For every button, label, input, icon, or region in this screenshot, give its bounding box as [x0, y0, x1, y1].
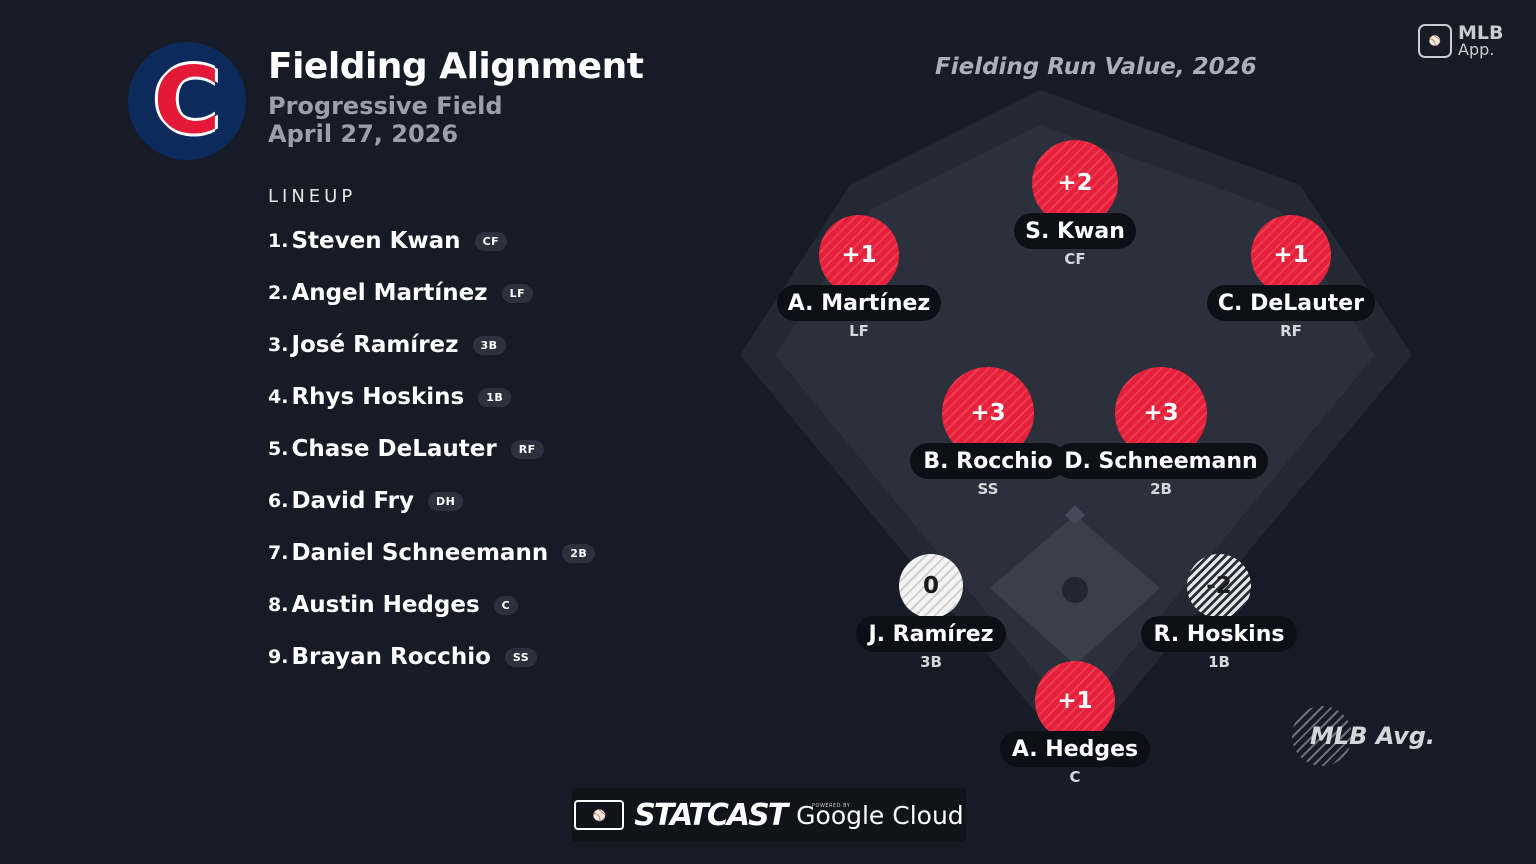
mlb-avg-swatch — [1292, 706, 1352, 766]
mlb-app-badge: ⚾ MLB App. — [1418, 24, 1504, 58]
player-pill-2b[interactable]: D. Schneemann — [1054, 443, 1268, 479]
statcast-wordmark: STATCAST — [634, 797, 788, 833]
player-pill-rf[interactable]: C. DeLauter — [1207, 285, 1375, 321]
mlb-app-line1: MLB — [1458, 22, 1504, 44]
lineup-position-badge: C — [493, 595, 519, 615]
lineup-player-name: Angel Martínez — [291, 280, 488, 306]
player-pill-c[interactable]: A. Hedges — [1000, 731, 1150, 767]
lineup-number: 9. — [268, 646, 289, 668]
lineup-player-name: Steven Kwan — [291, 228, 461, 254]
lineup-number: 6. — [268, 490, 289, 512]
lineup-row: 6. David Fry DH — [268, 486, 464, 516]
player-pill-cf[interactable]: S. Kwan — [1014, 213, 1136, 249]
lineup-row: 5. Chase DeLauter RF — [268, 434, 544, 464]
lineup-player-name: Austin Hedges — [291, 592, 480, 618]
mlb-avg-label: MLB Avg. — [1310, 722, 1436, 750]
lineup-player-name: Daniel Schneemann — [291, 540, 549, 566]
frv-circle-3b: 0 — [899, 554, 963, 618]
lineup-row: 4. Rhys Hoskins 1B — [268, 382, 512, 412]
lineup-row: 1. Steven Kwan CF — [268, 226, 508, 256]
position-label-ss: SS — [977, 480, 999, 498]
google-cloud-wordmark: Google Cloud — [796, 800, 964, 830]
lineup-row: 3. José Ramírez 3B — [268, 330, 506, 360]
player-pill-lf[interactable]: A. Martínez — [777, 285, 941, 321]
second-base — [1065, 505, 1085, 525]
lineup-position-badge: 3B — [472, 335, 506, 355]
frv-circle-1b: -2 — [1187, 554, 1251, 618]
lineup-heading: LINEUP — [268, 186, 357, 207]
lineup-number: 4. — [268, 386, 289, 408]
mlb-logo-icon: ⚾ — [1418, 24, 1452, 58]
lineup-player-name: Chase DeLauter — [291, 436, 497, 462]
lineup-player-name: José Ramírez — [291, 332, 459, 358]
player-pill-1b[interactable]: R. Hoskins — [1141, 616, 1297, 652]
frv-circle-lf: +1 — [819, 215, 899, 295]
page-title: Fielding Alignment — [268, 46, 644, 87]
chart-title: Fielding Run Value, 2026 — [935, 54, 1257, 80]
position-label-rf: RF — [1280, 322, 1302, 340]
frv-circle-c: +1 — [1035, 661, 1115, 741]
statcast-footer: ⚾ STATCAST Google Cloud — [572, 788, 966, 842]
lineup-row: 7. Daniel Schneemann 2B — [268, 538, 596, 568]
lineup-position-badge: DH — [428, 491, 464, 511]
powered-by-label: POWERED BY — [812, 803, 851, 809]
player-pill-3b[interactable]: J. Ramírez — [856, 616, 1006, 652]
position-label-2b: 2B — [1150, 480, 1172, 498]
mlb-logo-icon: ⚾ — [574, 800, 625, 830]
lineup-row: 2. Angel Martínez LF — [268, 278, 534, 308]
lineup-player-name: David Fry — [291, 488, 414, 514]
lineup-number: 1. — [268, 230, 289, 252]
lineup-number: 8. — [268, 594, 289, 616]
lineup-number: 5. — [268, 438, 289, 460]
position-label-cf: CF — [1064, 250, 1086, 268]
lineup-position-badge: CF — [474, 231, 508, 251]
lineup-number: 2. — [268, 282, 289, 304]
lineup-position-badge: RF — [510, 439, 544, 459]
lineup-position-badge: SS — [504, 647, 538, 667]
lineup-player-name: Rhys Hoskins — [291, 384, 465, 410]
date-label: April 27, 2026 — [268, 120, 459, 148]
lineup-position-badge: LF — [501, 283, 534, 303]
guardians-logo: C — [128, 42, 246, 160]
lineup-number: 7. — [268, 542, 289, 564]
lineup-row: 8. Austin Hedges C — [268, 590, 519, 620]
frv-circle-rf: +1 — [1251, 215, 1331, 295]
lineup-position-badge: 2B — [562, 543, 596, 563]
pitchers-mound — [1062, 577, 1088, 603]
position-label-1b: 1B — [1208, 653, 1230, 671]
lineup-position-badge: 1B — [478, 387, 512, 407]
lineup-player-name: Brayan Rocchio — [291, 644, 491, 670]
position-label-c: C — [1069, 768, 1081, 786]
position-label-lf: LF — [849, 322, 869, 340]
lineup-number: 3. — [268, 334, 289, 356]
lineup-row: 9. Brayan Rocchio SS — [268, 642, 538, 672]
mlb-app-line2: App. — [1458, 40, 1495, 59]
position-label-3b: 3B — [920, 653, 942, 671]
venue-label: Progressive Field — [268, 92, 503, 120]
player-pill-ss[interactable]: B. Rocchio — [910, 443, 1066, 479]
outfield-grass — [775, 125, 1375, 720]
frv-circle-cf: +2 — [1032, 140, 1118, 226]
